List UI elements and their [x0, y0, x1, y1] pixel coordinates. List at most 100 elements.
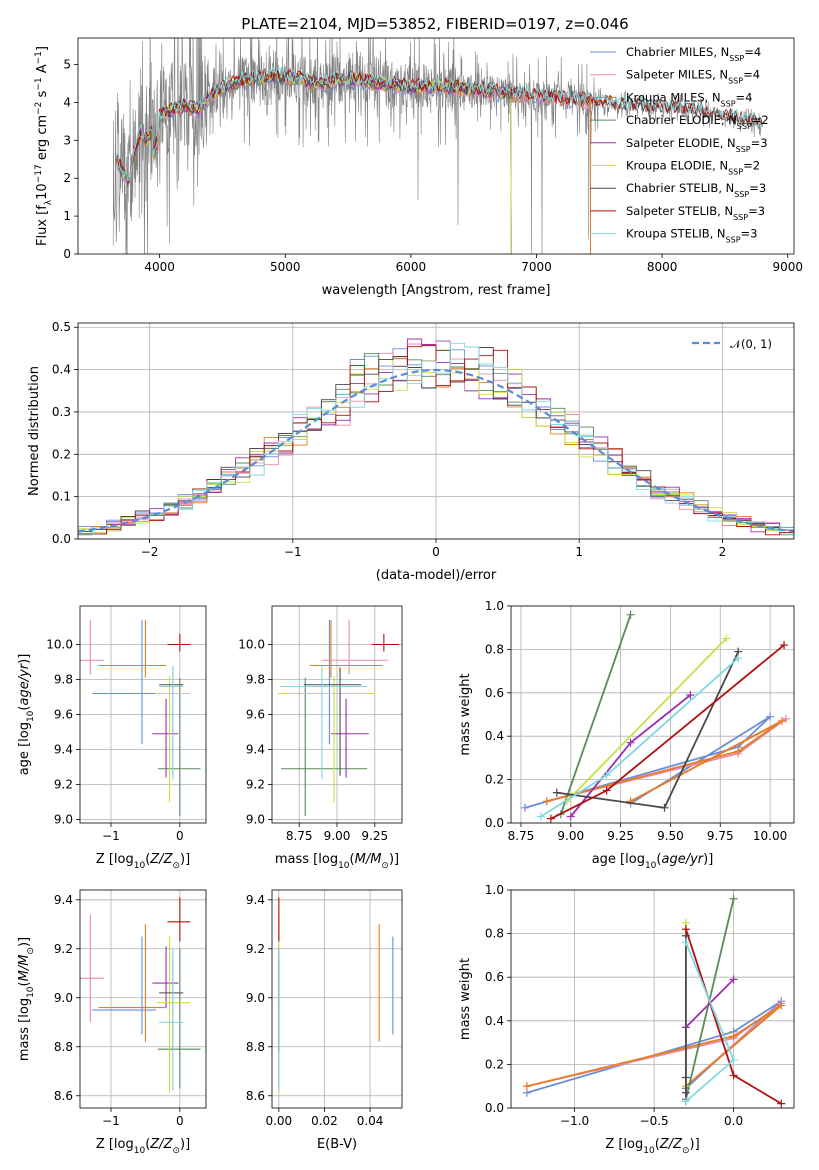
ssp-weight-line [546, 720, 783, 803]
y-axis-label: mass weight [458, 958, 473, 1040]
y-tick-label: 9.4 [54, 743, 73, 757]
legend-entry: Kroupa ELODIE, NSSP=2 [626, 159, 760, 177]
axes-age-weight: 8.75 9.00 9.25 9.50 9.75 10.00 0.0 0.2 0.4 0.6 0.8… [458, 599, 795, 871]
ssp-marker [660, 803, 669, 812]
x-axis-label: E(B-V) [317, 1137, 357, 1152]
x-tick-label: −1.0 [560, 1114, 589, 1128]
y-tick-label: 0.4 [485, 729, 504, 743]
y-axis-label: Flux [fλ10−17 erg cm−2 s−1 A−1] [34, 46, 54, 246]
ssp-marker [522, 1082, 531, 1091]
axes-frame [79, 889, 207, 1109]
ssp-marker [626, 610, 635, 619]
ssp-marker [542, 797, 551, 806]
legend-entry: Salpeter ELODIE, NSSP=3 [626, 136, 768, 154]
axes-frame [77, 37, 795, 255]
y-axis-label: age [log10(age/yr)] [17, 654, 36, 776]
legend-entry: 𝒩(0, 1) [730, 337, 772, 351]
y-tick-label: 9.8 [54, 673, 73, 687]
ssp-weight-line [550, 644, 785, 820]
axes-frame [510, 889, 795, 1109]
x-tick-label: 9000 [772, 260, 803, 274]
ssp-marker [681, 1088, 690, 1097]
x-tick-label: 7000 [521, 260, 552, 274]
axes-frame [510, 605, 795, 824]
residual-histogram [78, 340, 794, 533]
x-tick-label: 0 [432, 545, 440, 559]
y-tick-label: 0.0 [485, 816, 504, 830]
ssp-marker [734, 654, 743, 663]
plot-area-Z-mass [80, 897, 201, 1094]
y-tick-label: 0.2 [52, 447, 71, 461]
ssp-marker [777, 1099, 786, 1108]
y-tick-label: 3 [63, 133, 71, 147]
ssp-marker [729, 975, 738, 984]
ssp-marker [686, 690, 695, 699]
y-tick-label: 0.1 [52, 490, 71, 504]
ssp-weight-line [685, 941, 735, 1103]
ssp-marker [681, 938, 690, 947]
ssp-weight-line [526, 1004, 782, 1088]
ssp-marker [566, 812, 575, 821]
x-tick-label: 9.00 [324, 829, 351, 843]
x-tick-label: 9.25 [607, 829, 634, 843]
y-tick-label: 10.0 [238, 638, 265, 652]
x-tick-label: 8.75 [286, 829, 313, 843]
x-tick-label: −0.5 [640, 1114, 669, 1128]
observed-spectrum [112, 38, 763, 254]
y-tick-label: 9.2 [54, 942, 73, 956]
legend-entry: Kroupa STELIB, NSSP=3 [626, 227, 757, 245]
model-spectrum [115, 65, 763, 182]
ssp-marker [766, 712, 775, 721]
plot-area-Z-age [80, 620, 201, 816]
y-tick-label: 0.4 [485, 1014, 504, 1028]
x-axis-label: wavelength [Angstrom, rest frame] [322, 283, 551, 298]
x-tick-label: 4000 [144, 260, 175, 274]
x-tick-label: 0 [176, 829, 184, 843]
x-tick-label: 0 [176, 1114, 184, 1128]
y-tick-label: 0.5 [52, 320, 71, 334]
y-axis-label: Normed distribution [27, 366, 42, 496]
x-tick-label: 9.50 [657, 829, 684, 843]
x-axis-label: mass [log10(M/M⊙)] [275, 852, 399, 871]
ssp-marker [729, 894, 738, 903]
y-tick-label: 9.6 [54, 708, 73, 722]
y-tick-label: 9.0 [54, 813, 73, 827]
y-tick-label: 9.2 [246, 942, 265, 956]
x-tick-label: 0.0 [724, 1114, 743, 1128]
x-axis-label: (data-model)/error [376, 568, 497, 583]
legend-entry: Salpeter MILES, NSSP=4 [626, 68, 760, 86]
axes-frame [77, 322, 795, 540]
y-tick-label: 1.0 [485, 883, 504, 897]
x-axis-label: Z [log10(Z/Z⊙)] [96, 1137, 190, 1156]
legend-entry: Chabrier STELIB, NSSP=3 [626, 181, 766, 199]
y-tick-label: 0.8 [485, 927, 504, 941]
plot-area-residuals [78, 338, 794, 536]
x-tick-label: 0.00 [265, 1114, 292, 1128]
residual-histogram [78, 342, 794, 536]
x-axis-label: Z [log10(Z/Z⊙)] [605, 1137, 699, 1156]
y-tick-label: 9.8 [246, 673, 265, 687]
ssp-marker [777, 1001, 786, 1010]
x-tick-label: 8.75 [508, 829, 535, 843]
legend-entry: Chabrier ELODIE, NSSP=2 [626, 113, 769, 131]
axes-ebv-mass: 0.00 0.02 0.04 8.6 8.8 9.0 9.2 9.4 E(B-V) [246, 889, 403, 1152]
y-tick-label: 0.8 [485, 642, 504, 656]
x-tick-label: 0.04 [357, 1114, 384, 1128]
x-tick-label: 5000 [270, 260, 301, 274]
y-tick-label: 4 [63, 95, 71, 109]
y-tick-label: 0.0 [485, 1101, 504, 1115]
ssp-marker [536, 812, 545, 821]
y-tick-label: 8.8 [246, 1040, 265, 1054]
ssp-marker [729, 1071, 738, 1080]
legend-entry: Chabrier MILES, NSSP=4 [626, 45, 761, 63]
x-tick-label: 10.00 [753, 829, 787, 843]
axes-mass-age: 8.75 9.00 9.25 9.0 9.2 9.4 9.6 9.8 10.0 mass [log… [238, 605, 403, 871]
ssp-marker [626, 797, 635, 806]
y-tick-label: 0 [63, 247, 71, 261]
ssp-marker [626, 738, 635, 747]
model-spectrum [115, 72, 591, 254]
ssp-marker [780, 641, 789, 650]
y-tick-label: 9.0 [246, 813, 265, 827]
y-tick-label: 8.6 [54, 1089, 73, 1103]
